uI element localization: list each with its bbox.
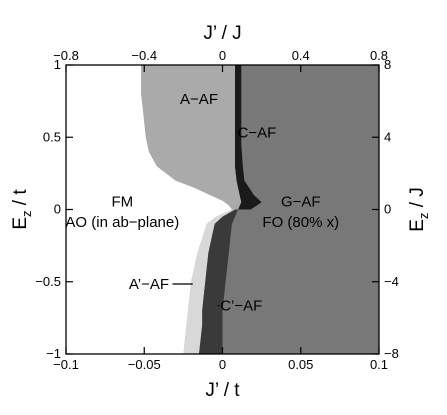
region-aprime-af: [183, 209, 235, 354]
x-tick-label-bottom: 0: [219, 357, 226, 372]
regions: [66, 65, 379, 354]
fm-label: FM: [112, 194, 134, 211]
x-tick-label-bottom: −0.1: [53, 357, 79, 372]
y-tick-label-left: 0.5: [43, 129, 61, 144]
x-tick-label-top: 0.4: [292, 48, 310, 63]
x-tick-label-bottom: 0.05: [288, 357, 313, 372]
y-tick-label-left: −0.5: [35, 274, 61, 289]
aaf-label: A−AF: [180, 91, 218, 108]
caf-label: C−AF: [238, 124, 277, 141]
x-axis-title-bottom: J’ / t: [205, 380, 240, 401]
x-tick-label-top: 0.8: [370, 48, 388, 63]
y-axis-title-left-main: E: [10, 217, 31, 230]
region-cprime-af: [199, 209, 239, 354]
annotations: FM AO (in ab−plane) A−AF C−AF G−AF FO (80% x)…: [65, 91, 339, 315]
y-tick-label-right: 0: [384, 202, 391, 217]
region-c-af: [235, 65, 262, 210]
ticks: [65, 64, 380, 355]
x-axis-title-top: J’ / J: [203, 23, 241, 44]
y-tick-label-left: 1: [54, 57, 61, 72]
tick-labels: −0.1 −0.05 0 0.05 0.1 −0.8 −0.4 0 0.4 0.8 −1 −0.5 0 0…: [35, 48, 399, 372]
fo-label: FO (80% x): [262, 214, 339, 231]
y-tick-label-right: 4: [384, 129, 391, 144]
y-tick-label-right: −8: [384, 346, 399, 361]
apaf-label: A’−AF: [129, 276, 169, 293]
gaf-label: G−AF: [281, 194, 321, 211]
x-tick-label-bottom: 0.1: [370, 357, 388, 372]
y-axis-title-left-tail: / t: [10, 189, 31, 211]
y-axis-title-right-tail: / J: [407, 187, 428, 212]
cpaf-label: C’−AF: [220, 298, 262, 315]
y-axis-title-right-main: E: [407, 219, 428, 232]
y-axis-title-right-sub: z: [416, 213, 431, 220]
y-tick-label-left: −1: [46, 346, 61, 361]
x-tick-label-top: 0: [219, 48, 226, 63]
y-axis-title-left-sub: z: [19, 210, 34, 217]
x-tick-label-top: −0.8: [53, 48, 79, 63]
y-tick-label-left: 0: [54, 202, 61, 217]
x-tick-label-top: −0.4: [131, 48, 157, 63]
x-tick-label-bottom: −0.05: [128, 357, 161, 372]
region-a-af: [141, 65, 242, 210]
y-axis-title-left: Ez / t: [10, 189, 34, 230]
y-tick-label-right: 8: [384, 57, 391, 72]
y-tick-label-right: −4: [384, 274, 399, 289]
ao-label: AO (in ab−plane): [65, 214, 179, 231]
y-axis-title-right: Ez / J: [407, 187, 431, 232]
region-fm: [66, 65, 232, 354]
